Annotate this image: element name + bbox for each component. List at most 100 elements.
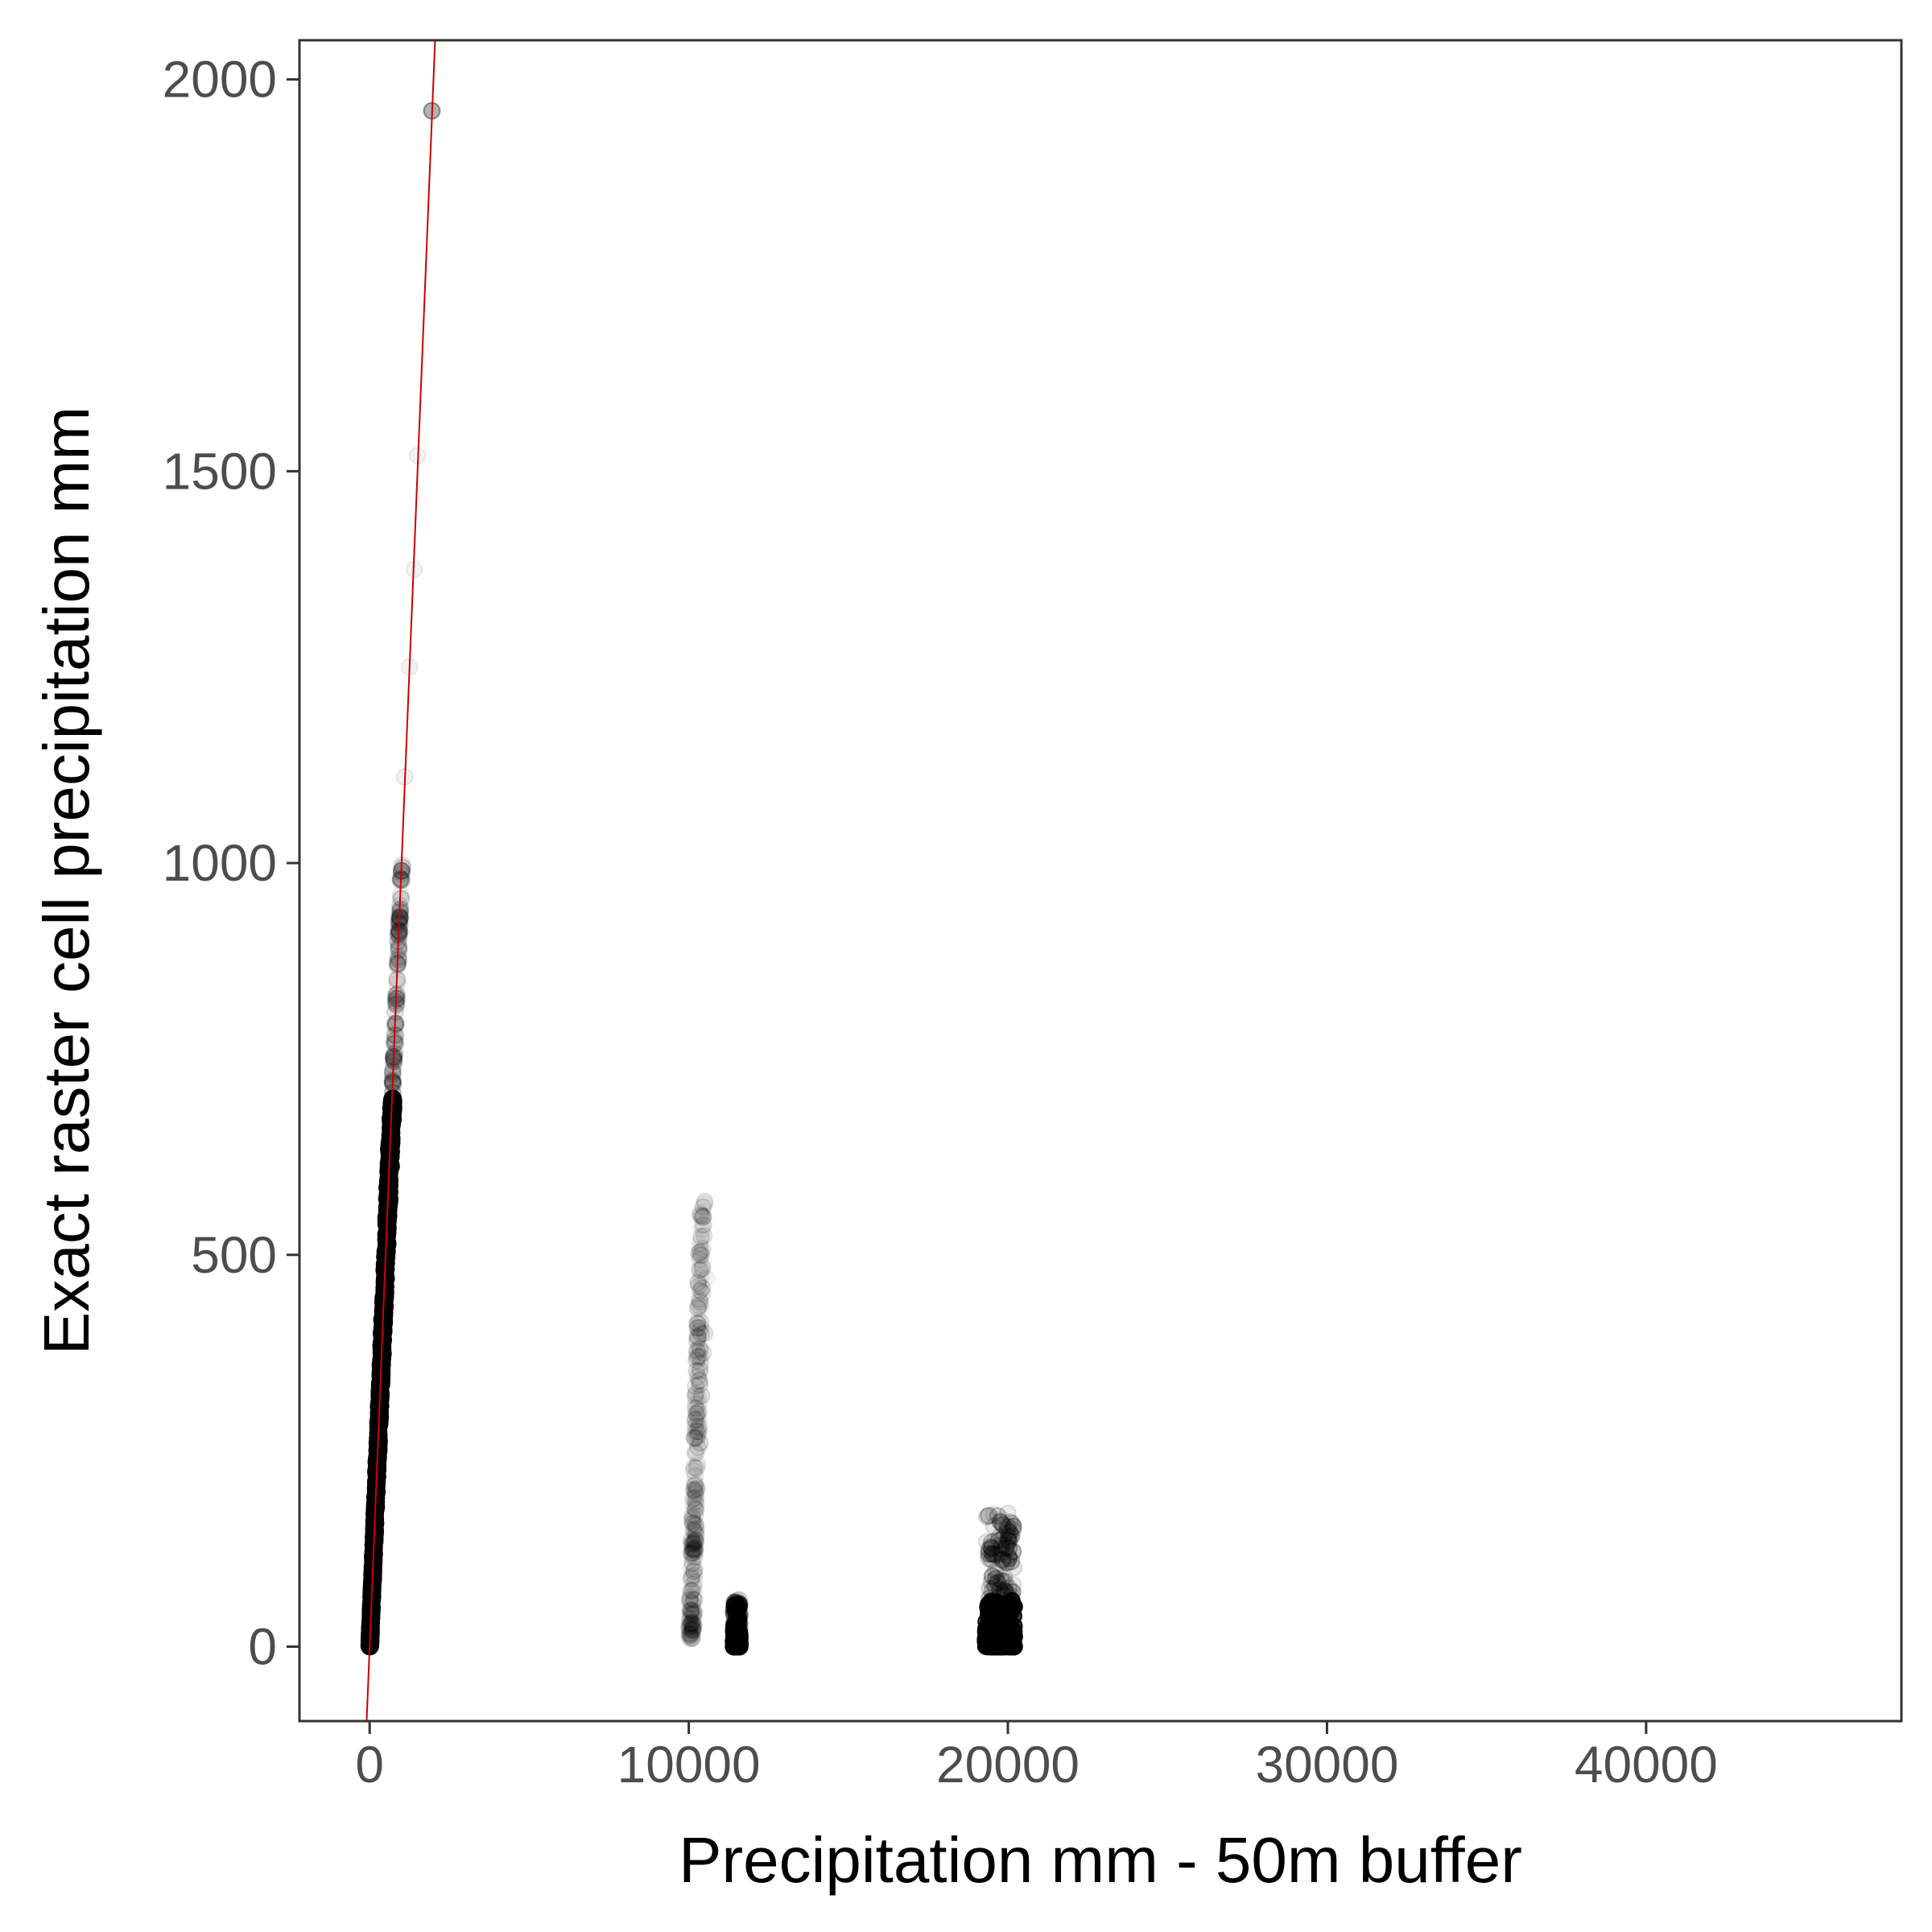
cluster-2-point [690,1244,708,1262]
cluster-3-point [729,1597,748,1616]
cluster-4-point [1004,1542,1022,1561]
cluster-1-point [394,858,412,877]
cluster-4-point [992,1546,1010,1564]
cluster-4-point [979,1545,997,1563]
cluster-2-point [687,1517,704,1535]
cluster-2-point [687,1422,706,1440]
cluster-2-point [690,1402,708,1421]
cluster-2-point [691,1268,710,1286]
cluster-2-point [686,1483,704,1501]
cluster-4-point [977,1533,996,1551]
cluster-2-point [687,1525,705,1544]
cluster-2-point [683,1629,701,1647]
cluster-4-point [981,1538,1000,1556]
cluster-2-point [687,1516,705,1534]
cluster-2-point [686,1573,704,1591]
cluster-2-point [690,1296,708,1315]
cluster-4-point [986,1562,1005,1580]
cluster-2-point [687,1377,705,1396]
cluster-2-point [691,1376,709,1394]
cluster-2-point [689,1277,708,1295]
cluster-4-point [997,1538,1015,1557]
cluster-2-point [689,1387,708,1406]
cluster-2-point [692,1325,711,1344]
cluster-3-point [729,1599,747,1617]
plot-panel-border [298,39,1903,1723]
cluster-2-point [689,1329,708,1348]
cluster-2-point [683,1546,701,1565]
cluster-2-point [683,1554,702,1572]
cluster-2-point [687,1492,704,1511]
cluster-2-point [683,1543,701,1562]
cluster-2-point [682,1614,700,1633]
cluster-2-point [688,1315,707,1333]
cluster-2-point [694,1198,712,1216]
cluster-2-point [683,1614,701,1633]
cluster-4-point [986,1532,1005,1550]
y-tick-label: 1000 [163,834,277,892]
cluster-2-point [680,1629,699,1648]
cluster-2-point [690,1347,708,1365]
cluster-2-point [690,1246,708,1265]
cluster-3-point [730,1596,749,1614]
cluster-4-point [989,1531,1008,1550]
cluster-2-point [687,1351,705,1369]
cluster-2-point [686,1444,704,1463]
cluster-2-point [681,1592,700,1611]
cluster-2-point [689,1410,708,1429]
cluster-2-point [684,1544,703,1563]
cluster-2-point [689,1274,708,1292]
cluster-4-point [989,1574,1007,1592]
cluster-2-point [680,1615,699,1633]
reference-line-layer [365,40,436,1721]
cluster-4-point [988,1546,1006,1564]
cluster-4-point [1000,1549,1018,1567]
cluster-2-point [684,1458,703,1476]
cluster-2-point [681,1604,700,1623]
cluster-4-point [997,1554,1016,1572]
cluster-2-point [687,1407,706,1426]
cluster-2-point [691,1348,710,1366]
cluster-2-point [691,1206,710,1224]
cluster-2-point [684,1489,703,1508]
cluster-2-point [686,1499,704,1517]
cluster-2-point [691,1204,709,1222]
cluster-2-point [683,1621,702,1640]
cluster-4-point [1004,1517,1022,1536]
cluster-2-point [683,1550,702,1568]
cluster-2-point [686,1387,704,1406]
cluster-2-point [683,1544,701,1563]
cluster-4-point [998,1521,1017,1539]
cluster-2-point [692,1295,711,1314]
cluster-2-point [683,1512,701,1530]
cluster-2-point [686,1538,704,1557]
cluster-4-point [1000,1532,1018,1550]
cluster-2-point [686,1542,704,1561]
cluster-2-point [681,1620,700,1639]
cluster-2-point [689,1426,708,1444]
cluster-2-point [683,1538,701,1556]
cluster-2-point [682,1629,700,1648]
cluster-2-point [687,1488,704,1507]
cluster-3-point [724,1603,743,1621]
cluster-2-point [680,1591,699,1609]
cluster-2-point [682,1545,700,1563]
cluster-2-point [689,1348,708,1366]
cluster-4-point [991,1513,1009,1531]
cluster-2-point [685,1498,703,1517]
cluster-2-point [689,1299,708,1318]
cluster-3-point [729,1600,747,1618]
cluster-2-point [683,1567,701,1585]
data-point [999,1505,1017,1522]
cluster-2-point [682,1559,700,1577]
cluster-2-point [683,1581,701,1600]
cluster-3-point [730,1597,749,1616]
cluster-2-point [684,1563,703,1580]
cluster-2-point [686,1386,704,1405]
cluster-2-point [684,1480,703,1499]
cluster-2-point [680,1610,699,1629]
cluster-2-point [682,1535,700,1553]
data-point [692,1387,711,1405]
cluster-2-point [687,1479,706,1497]
